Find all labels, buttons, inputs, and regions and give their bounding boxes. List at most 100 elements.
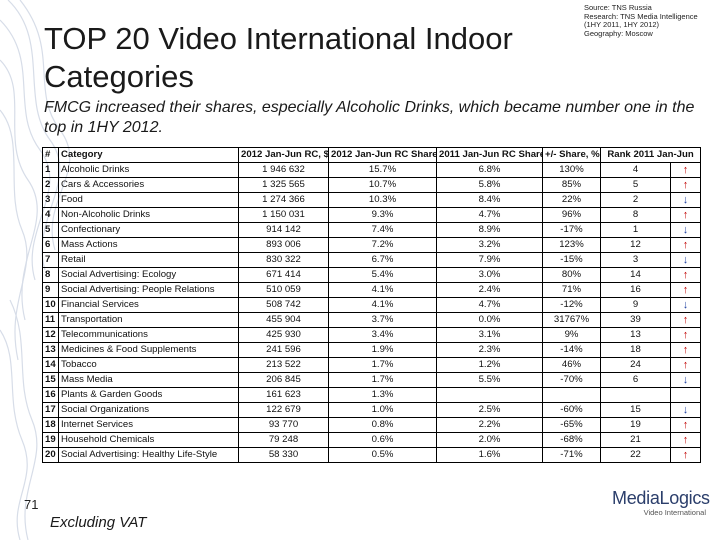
arrow-up-icon: ↑ — [669, 327, 702, 343]
share-change-cell: -17% — [542, 222, 601, 238]
category-cell: Household Chemicals — [58, 432, 239, 448]
share-2012-cell: 15.7% — [328, 162, 437, 178]
rank-cell: 6 — [42, 237, 59, 253]
share-2011-cell: 0.0% — [436, 312, 543, 328]
share-2011-cell: 4.7% — [436, 207, 543, 223]
share-change-cell: -60% — [542, 402, 601, 418]
table-row: 10 Financial Services 508 742 4.1% 4.7% -12% 9… — [42, 297, 702, 313]
arrow-down-icon: ↓ — [669, 222, 702, 238]
share-2012-cell: 4.1% — [328, 297, 437, 313]
arrow-up-icon: ↑ — [669, 342, 702, 358]
rank-2011-cell: 18 — [600, 342, 671, 358]
category-cell: Telecommunications — [58, 327, 239, 343]
share-2011-cell: 2.5% — [436, 402, 543, 418]
category-cell: Confectionary — [58, 222, 239, 238]
category-cell: Tobacco — [58, 357, 239, 373]
revenue-cell: 893 006 — [238, 237, 329, 253]
rank-cell: 9 — [42, 282, 59, 298]
category-cell: Retail — [58, 252, 239, 268]
rank-2011-cell: 8 — [600, 207, 671, 223]
share-2012-cell: 3.7% — [328, 312, 437, 328]
share-2011-cell: 1.6% — [436, 447, 543, 463]
share-2011-cell: 5.8% — [436, 177, 543, 193]
table-row: 11 Transportation 455 904 3.7% 0.0% 31767% 39 ↑ — [42, 312, 702, 328]
rank-cell: 8 — [42, 267, 59, 283]
revenue-cell: 455 904 — [238, 312, 329, 328]
share-change-cell: 71% — [542, 282, 601, 298]
category-cell: Social Organizations — [58, 402, 239, 418]
revenue-cell: 914 142 — [238, 222, 329, 238]
table-body: 1 Alcoholic Drinks 1 946 632 15.7% 6.8% 130% 4… — [42, 162, 702, 463]
share-2011-cell: 8.9% — [436, 222, 543, 238]
header-cell: 2011 Jan-Jun RC Share — [436, 147, 543, 163]
share-2012-cell: 3.4% — [328, 327, 437, 343]
revenue-cell: 161 623 — [238, 387, 329, 403]
category-cell: Food — [58, 192, 239, 208]
rank-2011-cell: 19 — [600, 417, 671, 433]
arrow-up-icon: ↑ — [669, 312, 702, 328]
share-2011-cell: 2.4% — [436, 282, 543, 298]
share-change-cell: -14% — [542, 342, 601, 358]
revenue-cell: 58 330 — [238, 447, 329, 463]
rank-2011-cell: 5 — [600, 177, 671, 193]
share-2011-cell: 2.0% — [436, 432, 543, 448]
share-2012-cell: 1.7% — [328, 357, 437, 373]
category-cell: Cars & Accessories — [58, 177, 239, 193]
share-change-cell: 46% — [542, 357, 601, 373]
rank-2011-cell: 1 — [600, 222, 671, 238]
rank-2011-cell — [600, 387, 671, 403]
rank-cell: 1 — [42, 162, 59, 178]
arrow-down-icon: ↓ — [669, 252, 702, 268]
arrow-up-icon: ↑ — [669, 447, 702, 463]
category-cell: Medicines & Food Supplements — [58, 342, 239, 358]
category-cell: Mass Actions — [58, 237, 239, 253]
share-change-cell: 85% — [542, 177, 601, 193]
table-row: 1 Alcoholic Drinks 1 946 632 15.7% 6.8% 130% 4… — [42, 162, 702, 178]
header-cell: +/- Share, % — [542, 147, 601, 163]
rank-2011-cell: 2 — [600, 192, 671, 208]
rank-2011-cell: 16 — [600, 282, 671, 298]
share-2012-cell: 7.2% — [328, 237, 437, 253]
share-change-cell: -70% — [542, 372, 601, 388]
revenue-cell: 1 274 366 — [238, 192, 329, 208]
share-2012-cell: 0.6% — [328, 432, 437, 448]
share-2011-cell: 7.9% — [436, 252, 543, 268]
share-change-cell: 130% — [542, 162, 601, 178]
category-cell: Internet Services — [58, 417, 239, 433]
arrow-down-icon: ↓ — [669, 372, 702, 388]
logo-tagline: Video International — [643, 508, 706, 517]
rank-cell: 5 — [42, 222, 59, 238]
share-change-cell: -15% — [542, 252, 601, 268]
share-change-cell: 22% — [542, 192, 601, 208]
share-2011-cell: 3.1% — [436, 327, 543, 343]
share-2012-cell: 9.3% — [328, 207, 437, 223]
share-2012-cell: 10.3% — [328, 192, 437, 208]
category-cell: Non-Alcoholic Drinks — [58, 207, 239, 223]
rank-cell: 17 — [42, 402, 59, 418]
revenue-cell: 508 742 — [238, 297, 329, 313]
share-change-cell: 96% — [542, 207, 601, 223]
share-2012-cell: 1.9% — [328, 342, 437, 358]
header-cell: 2012 Jan-Jun RC, $ — [238, 147, 329, 163]
rank-cell: 12 — [42, 327, 59, 343]
logo-wordmark: MediaLogics — [612, 488, 710, 508]
rank-2011-cell: 14 — [600, 267, 671, 283]
category-cell: Plants & Garden Goods — [58, 387, 239, 403]
share-2012-cell: 4.1% — [328, 282, 437, 298]
rank-cell: 14 — [42, 357, 59, 373]
rank-cell: 19 — [42, 432, 59, 448]
rank-cell: 16 — [42, 387, 59, 403]
source-line: Research: TNS Media Intelligence — [584, 11, 698, 21]
category-cell: Social Advertising: People Relations — [58, 282, 239, 298]
rank-2011-cell: 22 — [600, 447, 671, 463]
share-change-cell: 9% — [542, 327, 601, 343]
share-2011-cell: 2.3% — [436, 342, 543, 358]
share-change-cell — [542, 387, 601, 403]
table-row: 8 Social Advertising: Ecology 671 414 5.4% 3… — [42, 267, 702, 283]
rank-cell: 18 — [42, 417, 59, 433]
medialogics-logo: MediaLogics Video International — [612, 488, 716, 518]
share-change-cell: -65% — [542, 417, 601, 433]
share-2012-cell: 1.0% — [328, 402, 437, 418]
share-2011-cell: 3.0% — [436, 267, 543, 283]
rank-cell: 2 — [42, 177, 59, 193]
